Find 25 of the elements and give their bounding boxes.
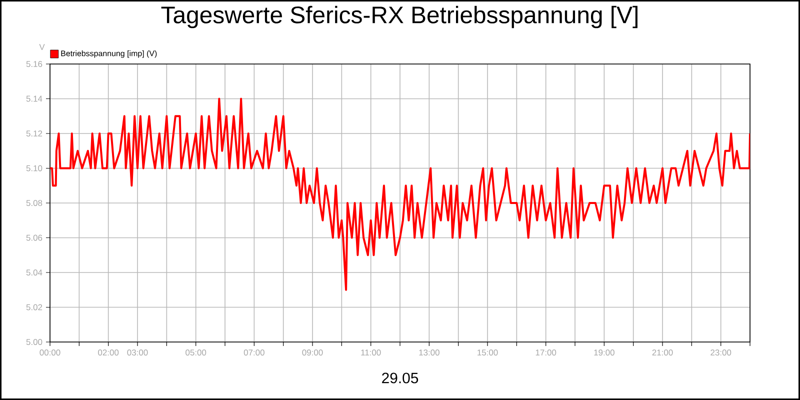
y-tick-label: 5.04 [26, 270, 42, 276]
x-axis-title: 29.05 [382, 372, 418, 384]
y-tick-label: 5.08 [26, 200, 42, 206]
x-tick-label: 13:00 [419, 350, 440, 356]
x-tick-label: 05:00 [186, 350, 206, 356]
x-tick-label: 21:00 [652, 350, 673, 356]
y-tick-label: 5.06 [26, 234, 42, 241]
y-tick-label: 5.02 [26, 304, 42, 310]
y-tick-label: 5.14 [26, 96, 42, 102]
x-tick-label: 19:00 [594, 350, 614, 356]
x-tick-label: 23:00 [710, 350, 732, 356]
x-tick-label: 15:00 [478, 350, 498, 356]
chart-title: Tageswerte Sferics-RX Betriebsspannung [V] [161, 6, 638, 28]
y-tick-label: 5.10 [26, 165, 42, 172]
x-tick-label: 11:00 [361, 350, 381, 356]
x-tick-label: 02:00 [98, 350, 119, 356]
y-tick-label: 5.12 [26, 130, 42, 136]
x-tick-label: 07:00 [244, 350, 264, 356]
y-tick-label: 5.00 [26, 339, 42, 345]
x-tick-label: 03:00 [127, 350, 148, 356]
y-axis-title: V [39, 44, 45, 50]
y-tick-label: 5.16 [26, 61, 42, 67]
x-tick-label: 09:00 [302, 350, 323, 356]
x-tick-label: 00:00 [40, 350, 60, 356]
x-tick-label: 17:00 [536, 350, 556, 356]
